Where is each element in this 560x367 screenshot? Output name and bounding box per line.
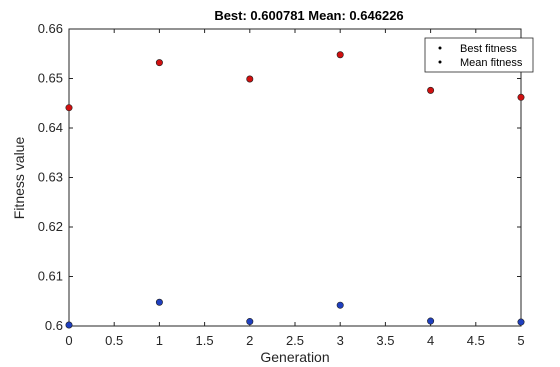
data-point-mean-fitness	[155, 59, 163, 67]
data-point-best-fitness	[427, 317, 435, 325]
x-tick-label: 1.5	[196, 333, 214, 348]
chart-title: Best: 0.600781 Mean: 0.646226	[214, 8, 403, 23]
legend-label-mean-fitness: Mean fitness	[460, 57, 523, 69]
legend: Best fitness Mean fitness	[424, 37, 534, 73]
x-tick-label: 4.5	[467, 333, 485, 348]
x-axis-label: Generation	[260, 349, 329, 365]
data-point-mean-fitness	[517, 93, 525, 101]
x-tick-label: 3.5	[376, 333, 394, 348]
data-point-best-fitness	[517, 318, 525, 326]
y-tick-label: 0.63	[38, 170, 63, 185]
data-point-mean-fitness	[427, 86, 435, 94]
plot-area-frame	[68, 28, 522, 327]
x-tick-label: 2.5	[286, 333, 304, 348]
x-tick-label: 2	[246, 333, 253, 348]
y-tick-label: 0.61	[38, 269, 63, 284]
y-tick-label: 0.66	[38, 21, 63, 36]
legend-label-best-fitness: Best fitness	[460, 43, 517, 55]
y-tick-label: 0.62	[38, 219, 63, 234]
y-tick-label: 0.65	[38, 71, 63, 86]
x-tick-label: 5	[517, 333, 524, 348]
x-axis: 0 0.5 1 1.5 2 2.5 3 3.5 4 4.5 5	[65, 29, 525, 348]
data-points	[65, 51, 525, 329]
y-axis: 0.6 0.61 0.62 0.63 0.64 0.65 0.66	[38, 21, 521, 333]
y-tick-label: 0.64	[38, 120, 63, 135]
x-tick-label: 4	[427, 333, 434, 348]
x-tick-label: 0.5	[105, 333, 123, 348]
legend-marker-best-fitness	[438, 46, 442, 50]
x-tick-label: 1	[156, 333, 163, 348]
data-point-best-fitness	[246, 318, 254, 326]
x-tick-label: 3	[337, 333, 344, 348]
legend-box	[424, 37, 534, 73]
data-point-best-fitness	[155, 298, 163, 306]
data-point-best-fitness	[65, 321, 73, 329]
y-tick-label: 0.6	[45, 318, 63, 333]
legend-marker-mean-fitness	[438, 60, 442, 64]
data-point-best-fitness	[336, 301, 344, 309]
y-axis-label: Fitness value	[11, 137, 27, 220]
data-point-mean-fitness	[336, 51, 344, 59]
data-point-mean-fitness	[246, 75, 254, 83]
x-tick-label: 0	[65, 333, 72, 348]
data-point-mean-fitness	[65, 104, 73, 112]
